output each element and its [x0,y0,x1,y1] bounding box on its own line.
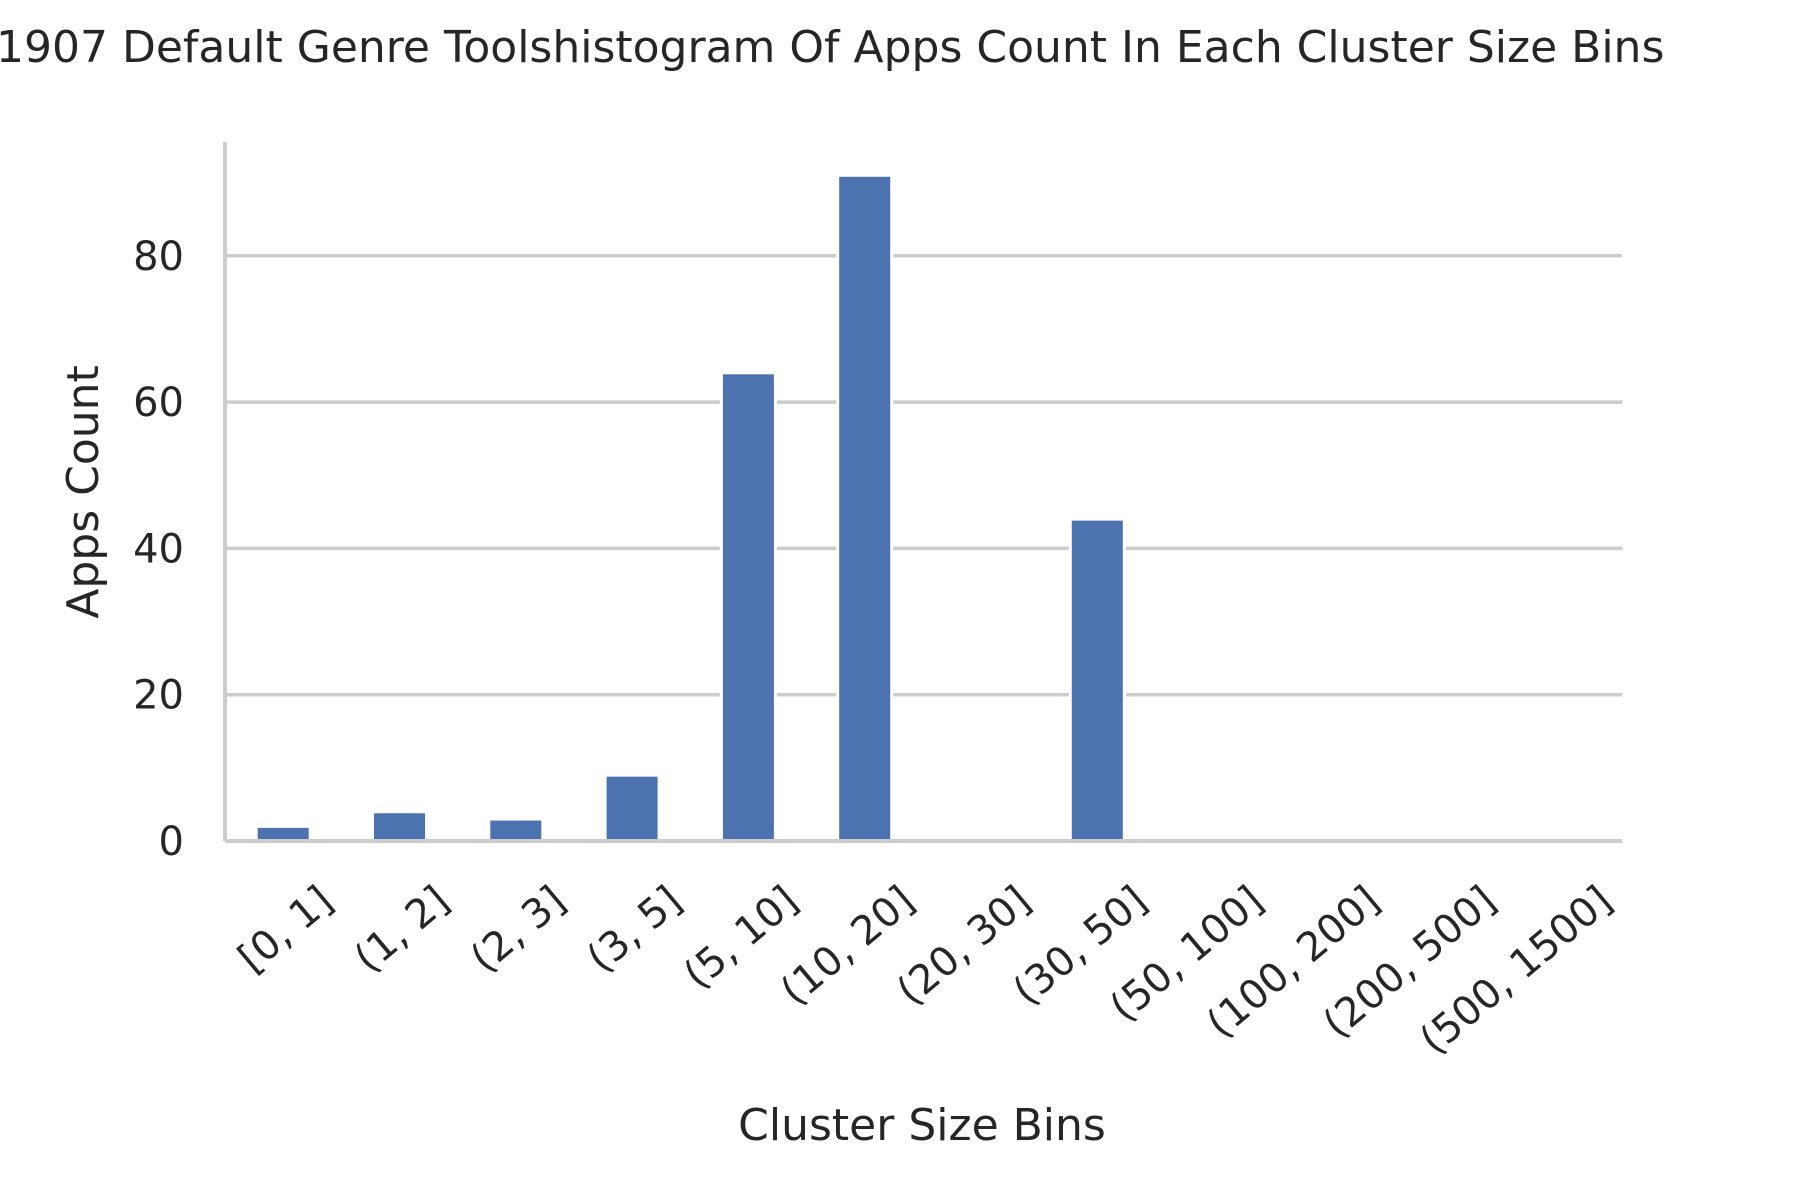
y-tick-label: 80 [133,234,184,280]
bars [254,173,1126,843]
y-axis-label: Apps Count [58,365,109,619]
x-tick-labels: [0, 1] (1, 2] (2, 3] (3, 5](5, 10](10, 20](… [230,877,1621,1063]
x-axis-label: Cluster Size Bins [738,1100,1106,1151]
bar [487,817,545,843]
x-tick-label: (1, 2] [346,877,458,981]
bar [254,824,312,843]
y-tick-label: 40 [133,526,184,572]
chart-title: 1907 Default Genre Toolshistogram Of App… [0,22,1664,73]
grid-lines [225,254,1622,697]
bar [603,773,661,843]
bar [719,371,777,843]
y-tick-labels: 0 20 40 60 80 [133,234,184,865]
axes-spines [223,142,1622,843]
bar [371,810,428,843]
y-tick-label: 20 [133,673,184,719]
x-tick-label: (3, 5] [579,877,691,981]
x-tick-label: (2, 3] [462,877,574,981]
y-tick-label: 0 [159,819,184,865]
bar [1068,517,1126,843]
bar [836,173,894,843]
y-tick-label: 60 [133,380,184,426]
x-tick-label: [0, 1] [230,877,342,981]
